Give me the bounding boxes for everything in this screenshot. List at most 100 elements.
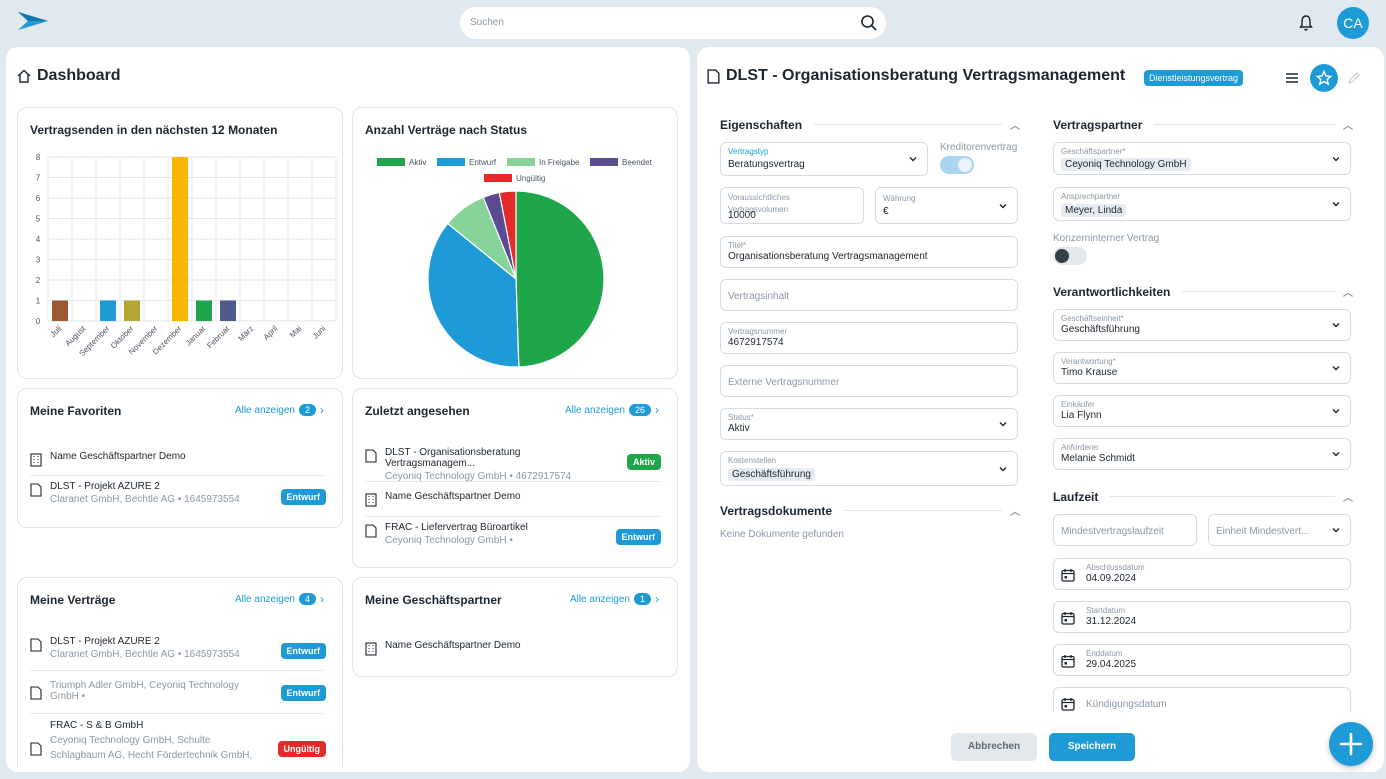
einkaeufer-select[interactable]: Einkäufer Lia Flynn bbox=[1053, 395, 1351, 427]
section-vertragsdokumente[interactable]: Vertragsdokumente ︿ bbox=[720, 503, 1020, 519]
bar bbox=[52, 300, 68, 321]
calendar-icon[interactable] bbox=[1061, 568, 1075, 582]
section-laufzeit[interactable]: Laufzeit ︿ bbox=[1053, 489, 1353, 505]
waehrung-select[interactable]: Währung € bbox=[875, 187, 1018, 224]
abschlussdatum-field[interactable]: Abschlussdatum 04.09.2024 bbox=[1053, 558, 1351, 590]
field-value: 31.12.2024 bbox=[1086, 616, 1137, 627]
verantwortung-select[interactable]: Verantwortung* Timo Krause bbox=[1053, 352, 1351, 384]
y-tick-label: 5 bbox=[36, 215, 41, 224]
status-badge: Aktiv bbox=[626, 454, 661, 470]
geschaeftseinheit-select[interactable]: Geschäftseinheit* Geschäftsführung bbox=[1053, 309, 1351, 341]
list-item[interactable]: Name Geschäftspartner Demo bbox=[30, 451, 326, 467]
y-tick-label: 0 bbox=[36, 317, 41, 326]
bar bbox=[172, 157, 188, 321]
section-title: Verantwortlichkeiten bbox=[1053, 284, 1171, 299]
chevron-up-icon[interactable]: ︿ bbox=[1010, 507, 1020, 518]
section-title: Eigenschaften bbox=[720, 117, 803, 132]
status-select[interactable]: Status* Aktiv bbox=[720, 408, 1018, 440]
add-button[interactable] bbox=[1329, 722, 1373, 766]
chevron-up-icon[interactable]: ︿ bbox=[1010, 121, 1020, 132]
favorite-button[interactable] bbox=[1310, 64, 1338, 92]
field-label: Voraussichtliches Vertragsvolumen bbox=[728, 193, 790, 214]
mindestlaufzeit-field[interactable]: Mindestvertragslaufzeit bbox=[1053, 514, 1197, 546]
field-value: 29.04.2025 bbox=[1086, 659, 1137, 670]
item-title: Name Geschäftspartner Demo bbox=[385, 640, 521, 651]
partner-card: Meine Geschäftspartner Alle anzeigen 1 › N… bbox=[352, 577, 678, 677]
list-item[interactable]: Triumph Adler GmbH, Ceyoniq Technology G… bbox=[30, 678, 326, 702]
document-icon bbox=[30, 638, 42, 652]
konzern-toggle[interactable] bbox=[1053, 247, 1087, 265]
ansprechpartner-select[interactable]: Ansprechpartner Meyer, Linda bbox=[1053, 187, 1351, 221]
top-bar: Suchen CA bbox=[0, 0, 1386, 46]
field-label: Status* bbox=[728, 413, 754, 422]
vertraege-card: Meine Verträge Alle anzeigen 4 › DLST - Pr… bbox=[17, 577, 343, 767]
divider bbox=[30, 670, 326, 671]
list-item[interactable]: FRAC - S & B GmbH Ceyoniq Technology GmbH… bbox=[30, 720, 326, 763]
section-eigenschaften[interactable]: Eigenschaften ︿ bbox=[720, 117, 1020, 133]
chart-card-status: Anzahl Verträge nach Status Aktiv Entwurf… bbox=[352, 107, 678, 379]
field-chip: Geschäftsführung bbox=[728, 468, 815, 481]
field-value: Geschäftsführung bbox=[1061, 324, 1140, 335]
field-value: Organisationsberatung Vertragsmanagement bbox=[728, 251, 928, 262]
list-item[interactable]: FRAC - Liefervertrag Büroartikel Ceyoniq … bbox=[365, 522, 661, 546]
save-button[interactable]: Speichern bbox=[1049, 733, 1135, 761]
legend-label: In Freigabe bbox=[539, 158, 580, 167]
field-chip: Ceyoniq Technology GmbH bbox=[1061, 158, 1191, 171]
calendar-icon[interactable] bbox=[1061, 697, 1075, 711]
field-value: Lia Flynn bbox=[1061, 410, 1102, 421]
status-badge: Ungültig bbox=[277, 741, 326, 757]
app-logo[interactable] bbox=[16, 10, 50, 32]
chevron-up-icon[interactable]: ︿ bbox=[1343, 493, 1353, 504]
chevron-down-icon bbox=[999, 203, 1007, 208]
count-badge: 4 bbox=[298, 593, 316, 605]
document-icon bbox=[30, 686, 42, 700]
list-item[interactable]: DLST - Organisationsberatung Vertragsman… bbox=[365, 447, 661, 482]
chevron-up-icon[interactable]: ︿ bbox=[1343, 121, 1353, 132]
chevron-down-icon bbox=[999, 466, 1007, 471]
calendar-icon[interactable] bbox=[1061, 611, 1075, 625]
divider bbox=[814, 124, 1002, 125]
list-item[interactable]: DLST - Projekt AZURE 2 Claranet GmbH, Bec… bbox=[30, 636, 326, 660]
titel-field[interactable]: Titel* Organisationsberatung Vertragsman… bbox=[720, 236, 1018, 268]
externe-nummer-field[interactable]: Externe Vertragsnummer bbox=[720, 365, 1018, 397]
vertragsinhalt-field[interactable]: Vertragsinhalt bbox=[720, 279, 1018, 311]
y-tick-label: 7 bbox=[36, 174, 41, 183]
vertragstyp-select[interactable]: Vertragstyp Beratungsvertrag bbox=[720, 142, 928, 176]
legend-swatch bbox=[377, 158, 405, 166]
volumen-field[interactable]: Voraussichtliches Vertragsvolumen 10000 bbox=[720, 187, 864, 224]
search-icon[interactable] bbox=[860, 14, 878, 32]
search-bar[interactable]: Suchen bbox=[460, 7, 886, 39]
kreditoren-toggle[interactable] bbox=[940, 156, 974, 174]
list-item[interactable]: Name Geschäftspartner Demo bbox=[365, 640, 661, 656]
building-icon bbox=[30, 453, 42, 467]
avatar[interactable]: CA bbox=[1337, 7, 1369, 39]
konzern-label: Konzerninterner Vertrag bbox=[1053, 233, 1160, 244]
show-all-link[interactable]: Alle anzeigen 1 › bbox=[570, 592, 659, 606]
bell-icon[interactable] bbox=[1298, 14, 1314, 32]
startdatum-field[interactable]: Startdatum 31.12.2024 bbox=[1053, 601, 1351, 633]
edit-icon[interactable] bbox=[1347, 71, 1361, 85]
search-input[interactable]: Suchen bbox=[470, 17, 504, 28]
anforderer-select[interactable]: Anforderer Melanie Schmidt bbox=[1053, 438, 1351, 470]
chart-title: Vertragsenden in den nächsten 12 Monaten bbox=[30, 123, 278, 137]
menu-icon[interactable] bbox=[1285, 72, 1299, 84]
kostenstellen-select[interactable]: Kostenstellen Geschäftsführung bbox=[720, 451, 1018, 486]
show-all-link[interactable]: Alle anzeigen 2 › bbox=[235, 403, 324, 417]
cancel-button[interactable]: Abbrechen bbox=[951, 733, 1037, 761]
enddatum-field[interactable]: Enddatum 29.04.2025 bbox=[1053, 644, 1351, 676]
show-all-link[interactable]: Alle anzeigen 4 › bbox=[235, 592, 324, 606]
section-vertragspartner[interactable]: Vertragspartner ︿ bbox=[1053, 117, 1353, 133]
geschaeftspartner-select[interactable]: Geschäftspartner* Ceyoniq Technology Gmb… bbox=[1053, 142, 1351, 175]
show-all-link[interactable]: Alle anzeigen 26 › bbox=[565, 403, 659, 417]
field-value: Aktiv bbox=[728, 423, 750, 434]
divider bbox=[30, 713, 326, 714]
calendar-icon[interactable] bbox=[1061, 654, 1075, 668]
vertragsnummer-field[interactable]: Vertragsnummer 4672917574 bbox=[720, 322, 1018, 354]
list-item[interactable]: DLST - Projekt AZURE 2 Claranet GmbH, Bec… bbox=[30, 481, 326, 505]
list-item[interactable]: Name Geschäftspartner Demo bbox=[365, 491, 661, 507]
einheit-mindestlaufzeit-select[interactable]: Einheit Mindestvert... bbox=[1208, 514, 1351, 546]
section-verantwortlichkeiten[interactable]: Verantwortlichkeiten ︿ bbox=[1053, 284, 1353, 300]
legend-label: Entwurf bbox=[469, 158, 497, 167]
chevron-up-icon[interactable]: ︿ bbox=[1343, 288, 1353, 299]
